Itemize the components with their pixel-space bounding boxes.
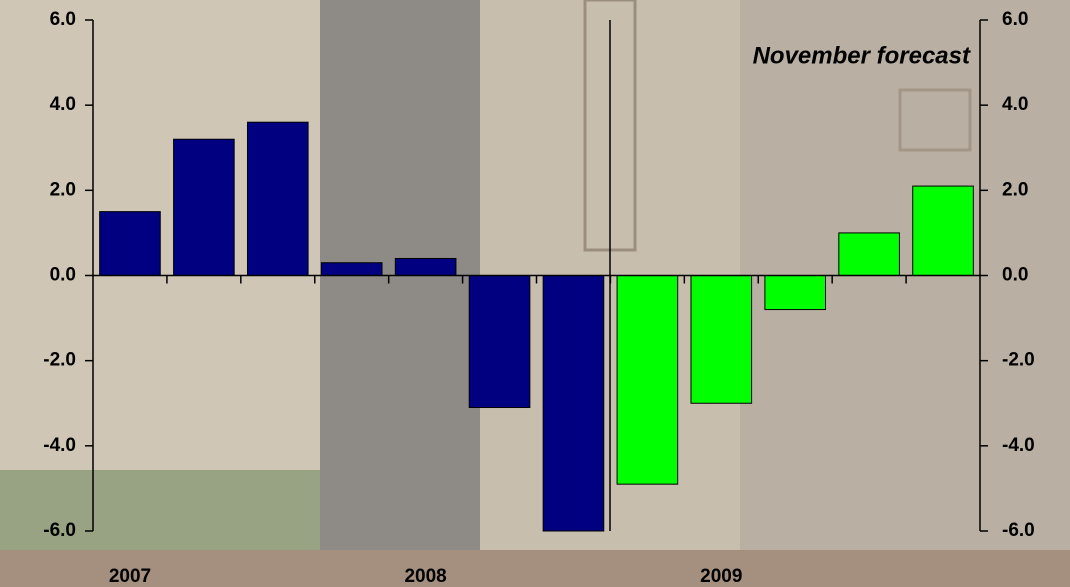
x-tick-label: 2007: [109, 566, 151, 587]
bar: [691, 276, 752, 404]
y-tick-label: 0.0: [50, 265, 76, 286]
y-tick-label: -2.0: [43, 350, 76, 371]
y-tick-label: 2.0: [50, 179, 76, 200]
y-tick-label: 6.0: [50, 9, 76, 30]
annotation: November forecast: [753, 42, 971, 69]
y2-tick-label: 4.0: [1002, 94, 1028, 115]
bar: [100, 212, 161, 276]
y-tick-label: -6.0: [43, 520, 76, 541]
y2-tick-label: -2.0: [1002, 350, 1035, 371]
bar: [395, 258, 456, 275]
bar: [321, 263, 382, 276]
bar: [913, 186, 974, 275]
x-tick-label: 2009: [700, 566, 742, 587]
bar: [174, 139, 235, 275]
background-photo: [0, 0, 1070, 587]
y2-tick-label: -6.0: [1002, 520, 1035, 541]
y-tick-label: 4.0: [50, 94, 76, 115]
bar: [247, 122, 308, 275]
bar: [617, 276, 678, 485]
chart: November forecast -6.0 -4.0 -2.0 0.0 2.0 4.0 6…: [0, 0, 1070, 587]
y2-tick-label: 2.0: [1002, 179, 1028, 200]
y2-tick-label: 6.0: [1002, 9, 1028, 30]
x-tick-label: 2008: [404, 566, 446, 587]
bar: [839, 233, 900, 276]
y2-tick-label: -4.0: [1002, 435, 1035, 456]
bar: [469, 276, 530, 408]
y2-tick-label: 0.0: [1002, 265, 1028, 286]
y-tick-label: -4.0: [43, 435, 76, 456]
bar: [765, 276, 826, 310]
bar: [543, 276, 604, 532]
